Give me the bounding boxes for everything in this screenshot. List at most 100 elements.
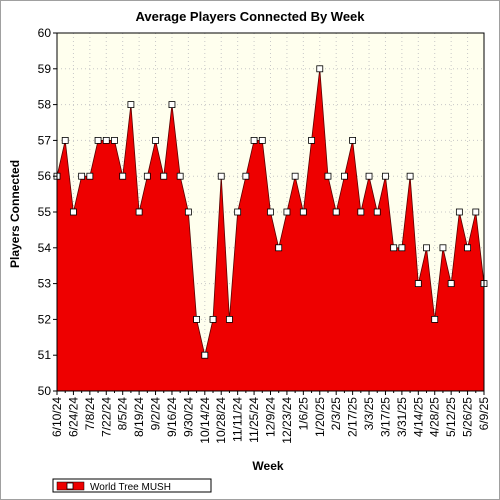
data-point	[168, 101, 176, 108]
x-axis-label: Week	[252, 459, 283, 473]
data-point	[349, 136, 357, 144]
data-point	[250, 136, 258, 144]
x-tick-label: 2/17/25	[346, 397, 360, 437]
plot-border	[56, 32, 485, 392]
legend-marker	[66, 482, 74, 490]
x-tick-label: 9/16/24	[165, 397, 179, 437]
data-point	[406, 172, 414, 180]
legend-box	[52, 478, 212, 493]
data-point	[464, 244, 471, 252]
series-area-fill	[56, 68, 485, 392]
data-point	[102, 136, 110, 144]
y-axis-label: Players Connected	[8, 160, 22, 268]
data-point	[258, 136, 266, 144]
data-point	[70, 208, 77, 216]
data-point	[193, 315, 200, 323]
data-point	[242, 172, 250, 180]
x-tick-label: 5/12/25	[444, 397, 458, 437]
x-tick-label: 11/25/24	[247, 397, 261, 443]
data-point	[291, 172, 299, 180]
y-tick-label: 59	[38, 62, 52, 76]
x-tick-label: 9/2/24	[149, 397, 163, 431]
data-point	[152, 136, 159, 144]
data-point	[341, 172, 348, 180]
x-tick-label: 8/19/24	[132, 397, 146, 437]
x-tick-label: 7/8/24	[83, 397, 97, 431]
series-area	[56, 68, 485, 392]
data-point	[143, 172, 151, 180]
data-point	[184, 208, 192, 216]
data-point	[332, 208, 340, 216]
x-tick-label: 4/14/25	[411, 397, 425, 437]
x-tick-label: 7/22/24	[99, 397, 113, 437]
x-tick-label: 4/28/25	[428, 397, 442, 437]
data-point	[316, 65, 324, 73]
y-tick-label: 58	[38, 98, 52, 112]
legend: World Tree MUSH	[52, 478, 212, 493]
data-point	[447, 280, 455, 288]
x-tick-label: 12/9/24	[264, 397, 278, 437]
data-point	[111, 136, 118, 144]
data-point	[373, 208, 381, 216]
data-point	[390, 244, 398, 252]
data-point	[176, 172, 184, 180]
data-point	[78, 172, 86, 180]
x-tick-label: 6/9/25	[477, 397, 491, 431]
x-tick-label: 5/26/25	[461, 397, 475, 437]
data-point	[398, 244, 406, 252]
data-point	[283, 208, 291, 216]
series-points	[53, 65, 488, 359]
x-tick-label: 11/11/24	[231, 397, 245, 442]
chart-title: Average Players Connected By Week	[135, 9, 365, 24]
data-point	[127, 101, 135, 108]
y-axis-ticks: 50 51 52 53 54 55 56 57 58 59 60	[38, 26, 57, 398]
x-tick-label: 8/5/24	[116, 397, 130, 431]
data-point	[472, 208, 480, 216]
data-point	[299, 208, 307, 216]
data-point	[423, 244, 430, 252]
data-point	[382, 172, 389, 180]
data-point	[94, 136, 102, 144]
y-tick-label: 53	[38, 277, 52, 291]
data-point	[160, 172, 168, 180]
y-tick-label: 52	[38, 312, 52, 326]
x-tick-label: 2/3/25	[329, 397, 343, 431]
y-tick-label: 51	[38, 348, 52, 362]
data-point	[414, 280, 422, 288]
x-tick-label: 3/31/25	[395, 397, 409, 437]
x-tick-label: 9/30/24	[181, 397, 195, 437]
x-tick-label: 1/6/25	[296, 397, 310, 431]
x-tick-label: 3/3/25	[362, 397, 376, 431]
data-point	[275, 244, 283, 252]
data-point	[439, 244, 447, 252]
data-point	[217, 172, 225, 180]
data-point	[308, 136, 315, 144]
data-point	[267, 208, 274, 216]
data-point	[209, 315, 217, 323]
data-point	[357, 208, 365, 216]
y-tick-label: 57	[38, 133, 52, 147]
x-axis-ticks: 6/10/24 6/24/24 7/8/24 7/22/24 8/5/24 8/19/24…	[50, 391, 491, 444]
data-point	[61, 136, 69, 144]
data-point	[119, 172, 127, 180]
x-tick-label: 1/20/25	[313, 397, 327, 437]
data-point	[135, 208, 143, 216]
x-tick-label: 10/14/24	[198, 397, 212, 444]
data-point	[226, 315, 233, 323]
x-tick-label: 3/17/25	[378, 397, 392, 437]
x-tick-label: 10/28/24	[214, 397, 228, 444]
data-point	[365, 172, 373, 180]
y-tick-label: 60	[38, 26, 52, 40]
x-tick-label: 6/24/24	[66, 397, 80, 437]
data-point	[201, 351, 209, 359]
y-tick-label: 55	[38, 205, 52, 219]
data-point	[431, 315, 439, 323]
data-point	[455, 208, 463, 216]
y-tick-label: 54	[38, 241, 52, 255]
y-tick-label: 50	[38, 384, 52, 398]
x-tick-label: 6/10/24	[50, 397, 64, 437]
x-tick-label: 12/23/24	[280, 397, 294, 444]
legend-label: World Tree MUSH	[90, 482, 171, 493]
y-tick-label: 56	[38, 169, 52, 183]
